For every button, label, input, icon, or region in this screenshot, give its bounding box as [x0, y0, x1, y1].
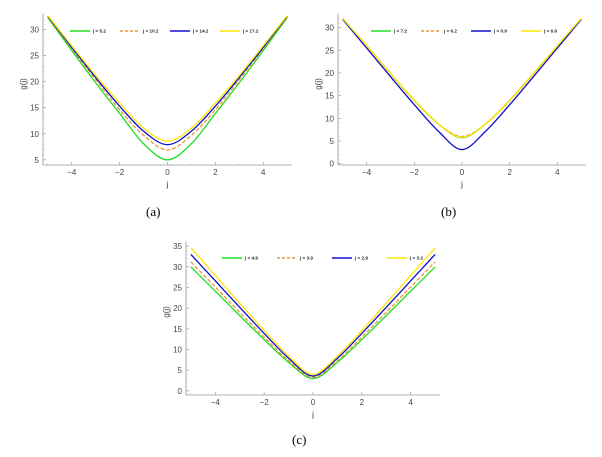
series-line-4	[190, 247, 436, 375]
caption-b: (b)	[441, 204, 457, 219]
x-axis-label: j	[311, 410, 314, 419]
y-tick-label: 10	[173, 346, 182, 355]
series-line-3	[342, 19, 582, 151]
chart-panel-a: −4 −2 0 2 4 5 10 15 20 25 30 j g(j) j = 5.2 j = 10.2 j …	[19, 13, 292, 189]
caption-a: (a)	[146, 204, 161, 219]
x-tick-label: 4	[408, 398, 413, 407]
y-tick-label: 25	[173, 283, 182, 292]
y-tick-label: 25	[30, 52, 39, 61]
y-tick-label: 0	[178, 387, 183, 396]
y-tick-label: 10	[30, 130, 39, 139]
x-tick-label: −4	[67, 168, 77, 177]
y-tick-label: 30	[30, 26, 39, 35]
y-tick-label: 5	[330, 137, 335, 146]
x-tick-label: 2	[213, 168, 218, 177]
x-tick-label: −4	[362, 168, 372, 177]
x-tick-label: 2	[360, 398, 365, 407]
y-tick-label: 15	[173, 325, 182, 334]
x-tick-label: −4	[211, 398, 221, 407]
series-line-2	[47, 16, 288, 151]
legend-label-2: j = 3.9	[299, 256, 313, 261]
legend-label-3: j = 2.9	[354, 256, 368, 261]
series-line-2	[342, 18, 582, 138]
x-tick-label: 0	[165, 168, 170, 177]
chart-panel-c: −4 −2 0 2 4 0 5 10 15 20 25 30 35 j g(j) j = 4.9 j = 3.9…	[162, 241, 440, 419]
x-tick-label: −2	[115, 168, 125, 177]
y-axis-label: g(j)	[162, 306, 171, 318]
x-tick-label: 2	[507, 168, 512, 177]
series-line-4	[342, 18, 582, 138]
x-tick-label: 4	[555, 168, 560, 177]
caption-c: (c)	[292, 432, 307, 447]
series-line-1	[342, 18, 582, 139]
x-tick-label: 0	[460, 168, 465, 177]
y-tick-label: 5	[178, 366, 183, 375]
legend-label-1: j = 4.9	[244, 256, 258, 261]
y-tick-label: 20	[30, 78, 39, 87]
series-line-3	[47, 15, 288, 146]
legend-label-4: j = 6.9	[543, 29, 557, 34]
y-axis-label: g(j)	[314, 78, 323, 90]
y-tick-label: 15	[325, 92, 334, 101]
x-axis-label: j	[460, 180, 463, 189]
legend-label-1: j = 7.2	[393, 29, 407, 34]
x-tick-label: 0	[311, 398, 316, 407]
x-tick-label: −2	[410, 168, 420, 177]
x-tick-label: −2	[260, 398, 270, 407]
y-axis-label: g(j)	[19, 78, 28, 90]
legend-label-4: j = 17.2	[242, 29, 259, 34]
y-tick-label: 0	[330, 160, 335, 169]
legend-label-4: j = 3.2	[409, 256, 423, 261]
legend-label-3: j = 14.2	[192, 29, 209, 34]
series-line-1	[190, 266, 436, 380]
y-tick-label: 30	[325, 24, 334, 33]
y-tick-label: 10	[325, 114, 334, 123]
y-tick-label: 20	[173, 304, 182, 313]
legend-label-2: j = 6.2	[443, 29, 457, 34]
x-axis-label: j	[166, 180, 169, 189]
y-tick-label: 15	[30, 104, 39, 113]
series-line-4	[47, 15, 288, 142]
y-tick-label: 35	[173, 242, 182, 251]
y-tick-label: 25	[325, 46, 334, 55]
y-tick-label: 30	[173, 263, 182, 272]
series-line-2	[190, 261, 436, 378]
series-line-1	[47, 17, 288, 161]
series-line-3	[190, 253, 436, 377]
x-tick-label: 4	[261, 168, 266, 177]
legend-label-2: j = 10.2	[142, 29, 159, 34]
legend-label-1: j = 5.2	[92, 29, 106, 34]
y-tick-label: 20	[325, 69, 334, 78]
legend-label-3: j = 0.9	[493, 29, 507, 34]
chart-panel-b: −4 −2 0 2 4 0 5 10 15 20 25 30 j g(j) j = 7.2 j = 6.2 j …	[314, 13, 586, 189]
y-tick-label: 5	[35, 156, 40, 165]
